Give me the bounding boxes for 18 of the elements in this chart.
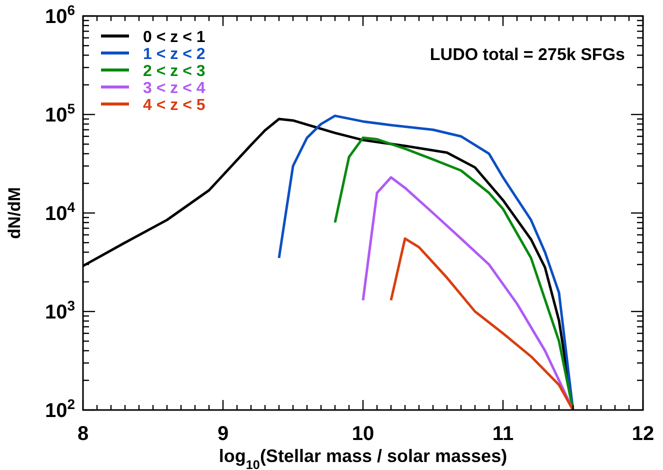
legend-label: 4 < z < 5 [143,97,206,114]
y-axis-title: dN/dM [5,187,24,239]
legend-label: 3 < z < 4 [143,80,206,97]
x-tick-label: 12 [632,423,654,445]
x-axis-title: log$_{10}$(Stellar mass / solar masses) [218,446,508,470]
x-tick-label: 9 [217,423,229,445]
x-tick-label: 10 [352,423,374,445]
legend-label: 1 < z < 2 [143,46,206,63]
y-tick-label: 10$^{3}$ [44,298,76,324]
legend-label: 0 < z < 1 [143,29,206,46]
y-tick-label: 10$^{2}$ [44,396,76,422]
x-tick-label: 11 [492,423,514,445]
y-tick-label: 10$^{5}$ [44,100,76,126]
y-tick-label: 10$^{4}$ [44,199,76,225]
y-tick-label: 10$^{6}$ [44,2,76,28]
annotation: LUDO total = 275k SFGs [430,45,625,64]
legend-label: 2 < z < 3 [143,63,206,80]
x-tick-label: 8 [77,423,89,445]
